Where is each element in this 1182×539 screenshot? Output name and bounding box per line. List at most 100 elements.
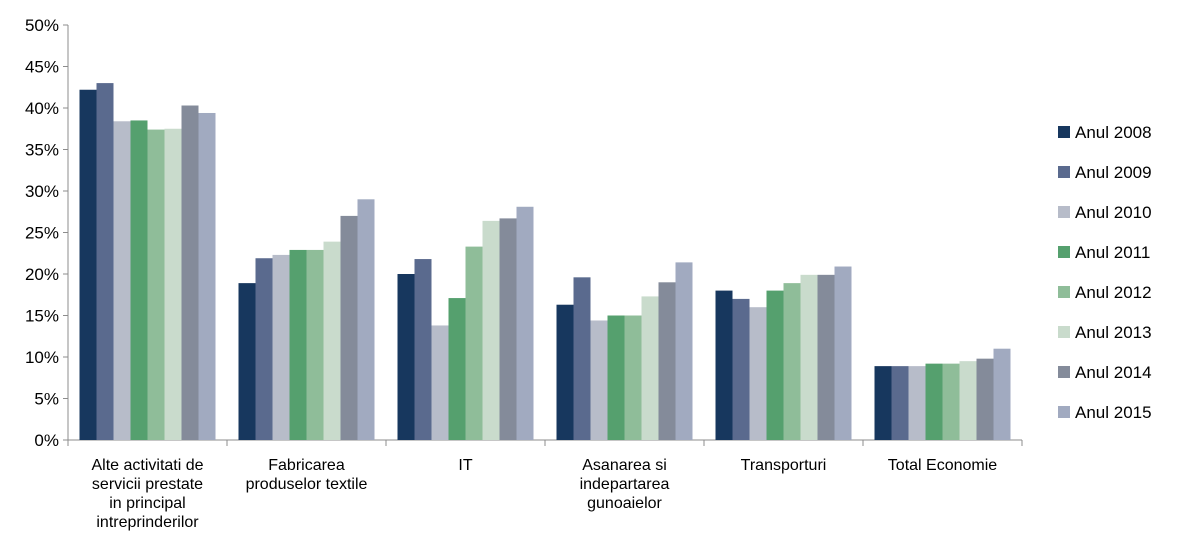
bar — [891, 366, 909, 440]
legend-label: Anul 2011 — [1075, 243, 1150, 262]
bar-series-anul-2010 — [113, 121, 926, 440]
y-tick-label: 0% — [34, 431, 59, 450]
bar — [942, 363, 960, 440]
bar — [925, 363, 943, 440]
legend-item: Anul 2009 — [1058, 163, 1152, 182]
y-tick-label: 25% — [25, 224, 59, 243]
bar — [590, 320, 608, 440]
legend-label: Anul 2009 — [1075, 163, 1152, 182]
bar-series-anul-2011 — [130, 120, 943, 440]
legend-label: Anul 2014 — [1075, 363, 1152, 382]
bar — [323, 241, 341, 440]
bar-series-anul-2012 — [147, 129, 960, 440]
bar — [573, 277, 591, 440]
y-tick-label: 50% — [25, 16, 59, 35]
y-tick-label: 40% — [25, 99, 59, 118]
bar — [130, 120, 148, 440]
bar-series-group — [79, 83, 1011, 441]
bar — [113, 121, 131, 440]
legend-swatch — [1058, 126, 1070, 138]
category-label: Alte activitati de servicii prestate in pr… — [91, 457, 203, 531]
y-tick-label: 10% — [25, 348, 59, 367]
bar — [448, 298, 466, 440]
legend-item: Anul 2013 — [1058, 323, 1152, 342]
legend-swatch — [1058, 246, 1070, 258]
y-tick-label: 15% — [25, 307, 59, 326]
bar — [766, 290, 784, 440]
legend-swatch — [1058, 326, 1070, 338]
legend-label: Anul 2013 — [1075, 323, 1152, 342]
bar — [817, 274, 835, 440]
bar-series-anul-2008 — [79, 89, 892, 441]
category-label: Transporturi — [741, 457, 827, 474]
bar — [556, 304, 574, 440]
y-tick-label: 5% — [34, 390, 59, 409]
bar-series-anul-2013 — [164, 128, 977, 440]
y-tick-label: 45% — [25, 58, 59, 77]
bar — [959, 361, 977, 440]
bar — [482, 220, 500, 440]
bar — [715, 290, 733, 440]
bar — [181, 105, 199, 440]
bar — [357, 199, 375, 440]
legend-swatch — [1058, 286, 1070, 298]
legend-item: Anul 2015 — [1058, 403, 1152, 422]
bar — [874, 366, 892, 440]
bar — [624, 315, 642, 440]
legend-label: Anul 2015 — [1075, 403, 1152, 422]
legend-item: Anul 2010 — [1058, 203, 1152, 222]
legend-label: Anul 2010 — [1075, 203, 1152, 222]
bar — [255, 258, 273, 440]
bar — [306, 249, 324, 440]
legend-item: Anul 2008 — [1058, 123, 1152, 142]
legend-swatch — [1058, 366, 1070, 378]
bar — [732, 298, 750, 440]
y-tick-label: 35% — [25, 141, 59, 160]
bar — [198, 112, 216, 440]
y-tick-label: 30% — [25, 182, 59, 201]
bar — [289, 249, 307, 440]
bar — [499, 218, 517, 440]
bar — [164, 128, 182, 440]
bar — [431, 325, 449, 440]
bar — [147, 129, 165, 440]
y-axis-ticks: 0% 5% 10% 15% 20% 25% 30% 35% 40% 45% 50% — [25, 16, 68, 450]
x-axis-ticks — [67, 440, 1023, 446]
bar — [414, 259, 432, 440]
bar — [516, 206, 534, 440]
legend-label: Anul 2012 — [1075, 283, 1152, 302]
bar-series-anul-2014 — [181, 105, 994, 440]
category-label: Asanarea si indepartarea gunoaielor — [580, 457, 670, 512]
bar — [96, 83, 114, 440]
legend-swatch — [1058, 406, 1070, 418]
bar — [340, 215, 358, 440]
bar — [834, 266, 852, 440]
bar — [272, 254, 290, 440]
bar — [749, 307, 767, 440]
bar — [993, 348, 1011, 440]
legend-label: Anul 2008 — [1075, 123, 1152, 142]
legend-swatch — [1058, 206, 1070, 218]
bar — [641, 296, 659, 440]
bar-series-anul-2015 — [198, 112, 1011, 440]
bar — [658, 282, 676, 440]
bar — [783, 283, 801, 440]
legend-item: Anul 2014 — [1058, 363, 1152, 382]
bar — [79, 89, 97, 441]
bar — [908, 366, 926, 440]
bar — [238, 283, 256, 440]
legend: Anul 2008 Anul 2009 Anul 2010 Anul 2011 Anul… — [1058, 123, 1152, 422]
category-label: Fabricarea produselor textile — [246, 457, 368, 493]
category-label: Total Economie — [888, 457, 997, 474]
bar-series-anul-2009 — [96, 83, 909, 440]
bar — [675, 262, 693, 440]
bar — [607, 315, 625, 440]
y-tick-label: 20% — [25, 265, 59, 284]
category-labels: Alte activitati de servicii prestate in pr… — [91, 457, 997, 531]
bar — [397, 274, 415, 440]
bar — [800, 274, 818, 440]
category-label: IT — [458, 457, 472, 474]
legend-item: Anul 2011 — [1058, 243, 1150, 262]
